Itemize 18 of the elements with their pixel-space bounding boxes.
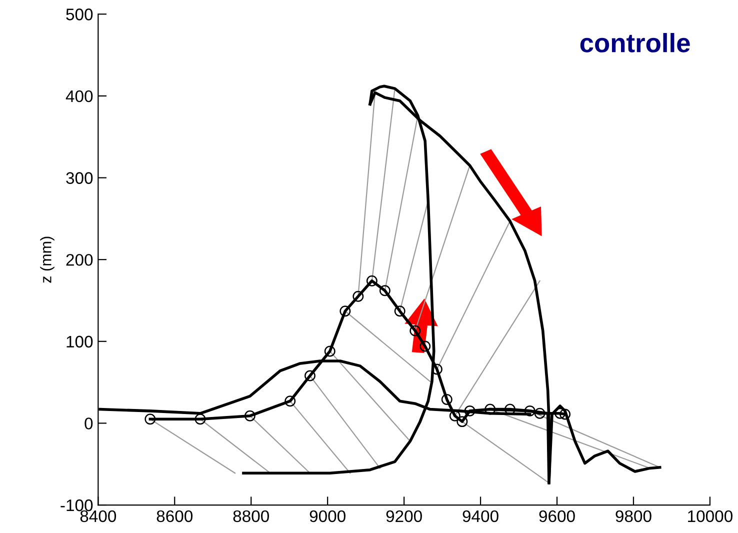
- y-axis-title: z (mm): [40, 236, 54, 283]
- x-tick-label: 8400: [80, 510, 116, 522]
- y-tick-label: 400: [66, 90, 93, 102]
- x-tick-label: 9800: [616, 510, 652, 522]
- x-tick-label: 10000: [688, 510, 732, 522]
- y-tick-label: -100: [60, 499, 93, 512]
- y-tick-label: 500: [66, 8, 93, 20]
- x-tick-label: 9000: [310, 510, 346, 522]
- y-tick-label: 100: [66, 336, 93, 348]
- y-tick-label: 200: [66, 254, 93, 266]
- x-tick-label: 8600: [156, 510, 193, 522]
- x-tick-label: 9600: [539, 510, 575, 522]
- x-tick-label: 8800: [233, 510, 269, 522]
- x-tick-label: 9400: [462, 510, 498, 522]
- y-tick-label: 300: [66, 172, 93, 184]
- text: controlle: [580, 33, 690, 52]
- x-tick-label: 9200: [386, 510, 422, 522]
- y-tick-label: 0: [84, 418, 93, 430]
